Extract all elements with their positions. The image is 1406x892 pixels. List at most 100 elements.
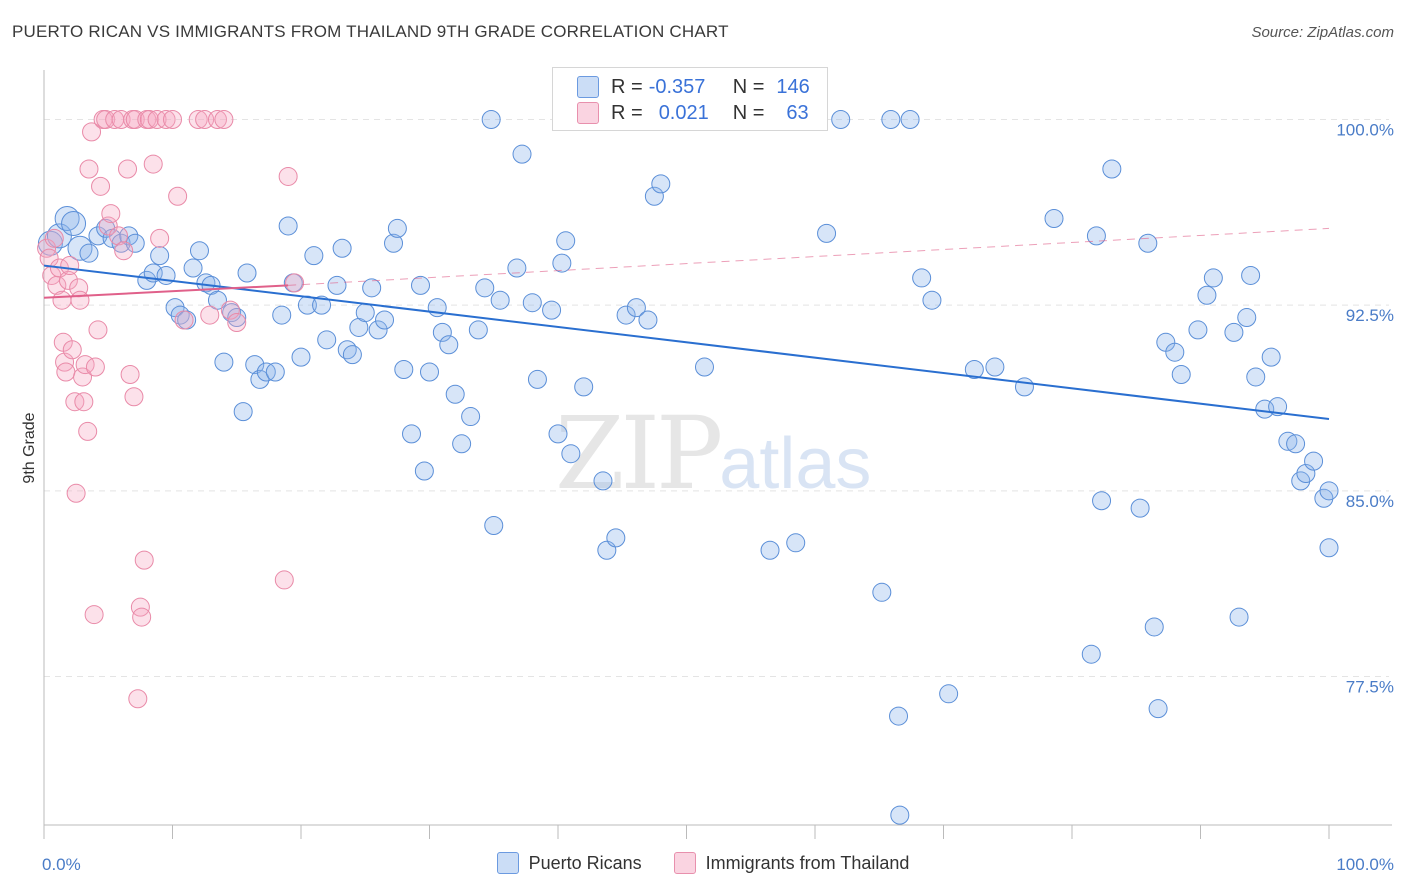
point-thailand bbox=[278, 166, 298, 186]
y-tick-label: 85.0% bbox=[1346, 492, 1394, 511]
point-thailand bbox=[58, 270, 78, 290]
point-thailand bbox=[79, 159, 99, 179]
point-thailand bbox=[150, 228, 170, 248]
point-puerto-rican bbox=[1246, 367, 1266, 387]
point-thailand bbox=[73, 367, 93, 387]
point-puerto-rican bbox=[475, 278, 495, 298]
point-puerto-rican bbox=[1319, 481, 1339, 501]
source-label: Source: ZipAtlas.com bbox=[1251, 24, 1394, 41]
point-puerto-rican bbox=[694, 357, 714, 377]
point-puerto-rican bbox=[889, 706, 909, 726]
y-tick-label: 92.5% bbox=[1346, 306, 1394, 325]
point-thailand bbox=[163, 110, 182, 130]
point-puerto-rican bbox=[561, 444, 581, 464]
point-puerto-rican bbox=[207, 290, 227, 310]
point-puerto-rican bbox=[522, 293, 542, 313]
point-thailand bbox=[56, 362, 76, 382]
point-puerto-rican bbox=[900, 110, 920, 130]
point-thailand bbox=[55, 352, 75, 372]
point-puerto-rican bbox=[1014, 377, 1034, 397]
point-puerto-rican bbox=[79, 243, 99, 263]
point-puerto-rican bbox=[411, 275, 431, 295]
point-puerto-rican bbox=[644, 186, 664, 206]
legend-label: Immigrants from Thailand bbox=[705, 852, 910, 873]
point-puerto-rican bbox=[233, 402, 253, 422]
point-puerto-rican bbox=[1261, 347, 1281, 367]
point-thailand bbox=[84, 605, 104, 625]
point-puerto-rican bbox=[1224, 322, 1244, 342]
point-puerto-rican bbox=[227, 308, 247, 328]
point-puerto-rican bbox=[542, 300, 562, 320]
point-puerto-rican bbox=[125, 233, 145, 253]
series-legend: Puerto Ricans Immigrants from Thailand bbox=[0, 852, 1406, 874]
y-tick-label: 77.5% bbox=[1346, 677, 1394, 696]
point-puerto-rican bbox=[574, 377, 594, 397]
watermark-zip: ZIP bbox=[555, 395, 723, 512]
point-puerto-rican bbox=[831, 110, 851, 130]
point-puerto-rican bbox=[368, 320, 388, 340]
point-puerto-rican bbox=[1092, 491, 1112, 511]
point-puerto-rican bbox=[111, 233, 131, 253]
point-puerto-rican bbox=[67, 235, 93, 261]
legend-swatch-pink bbox=[577, 102, 599, 124]
point-thailand bbox=[207, 110, 227, 130]
point-puerto-rican bbox=[481, 110, 501, 130]
point-thailand bbox=[168, 186, 188, 206]
point-puerto-rican bbox=[1102, 159, 1122, 179]
legend-n-value: 63 bbox=[786, 101, 809, 124]
y-axis-title: 9th Grade bbox=[21, 412, 38, 483]
point-thailand bbox=[118, 159, 138, 179]
legend-r-value: -0.357 bbox=[648, 75, 706, 98]
point-puerto-rican bbox=[1130, 498, 1150, 518]
point-puerto-rican bbox=[626, 298, 646, 318]
point-puerto-rican bbox=[214, 352, 234, 372]
point-thailand bbox=[91, 176, 111, 196]
point-thailand bbox=[111, 110, 131, 130]
point-puerto-rican bbox=[507, 258, 527, 278]
point-puerto-rican bbox=[265, 362, 285, 382]
point-puerto-rican bbox=[1296, 463, 1316, 483]
point-puerto-rican bbox=[552, 253, 572, 273]
point-puerto-rican bbox=[616, 305, 636, 325]
point-thailand bbox=[139, 110, 159, 130]
point-thailand bbox=[143, 154, 163, 174]
point-puerto-rican bbox=[432, 322, 452, 342]
point-puerto-rican bbox=[452, 434, 472, 454]
point-puerto-rican bbox=[387, 218, 407, 238]
legend-n-label: N = bbox=[732, 101, 765, 124]
point-thailand bbox=[125, 110, 145, 130]
point-puerto-rican bbox=[342, 345, 362, 365]
point-puerto-rican bbox=[890, 805, 910, 825]
point-puerto-rican bbox=[355, 303, 375, 323]
point-thailand bbox=[188, 110, 208, 130]
point-puerto-rican bbox=[1241, 265, 1261, 285]
point-puerto-rican bbox=[272, 305, 292, 325]
point-thailand bbox=[120, 364, 140, 384]
legend-r-label: R = bbox=[611, 101, 643, 124]
point-thailand bbox=[62, 340, 82, 360]
legend-item-thailand: Immigrants from Thailand bbox=[673, 852, 910, 874]
point-puerto-rican bbox=[964, 360, 984, 380]
point-thailand bbox=[85, 357, 105, 377]
point-puerto-rican bbox=[1144, 617, 1164, 637]
legend-swatch-blue bbox=[496, 852, 519, 874]
point-puerto-rican bbox=[150, 246, 170, 266]
point-puerto-rican bbox=[137, 270, 157, 290]
point-puerto-rican bbox=[1044, 209, 1064, 229]
point-puerto-rican bbox=[468, 320, 488, 340]
point-puerto-rican bbox=[402, 424, 422, 444]
point-puerto-rican bbox=[484, 515, 504, 535]
point-puerto-rican bbox=[1268, 397, 1288, 417]
legend-row-puerto-ricans: R = -0.357 N = 146 bbox=[577, 74, 810, 100]
point-puerto-rican bbox=[1197, 285, 1217, 305]
point-thailand bbox=[98, 216, 118, 236]
legend-row-thailand: R = 0.021 N = 63 bbox=[577, 100, 809, 126]
trend-line-thailand bbox=[43, 284, 289, 299]
point-puerto-rican bbox=[1081, 644, 1101, 664]
stats-legend: R = -0.357 N = 146 R = 0.021 N = 63 bbox=[552, 67, 828, 131]
point-puerto-rican bbox=[183, 258, 203, 278]
point-thailand bbox=[60, 256, 80, 276]
point-puerto-rican bbox=[1286, 434, 1306, 454]
point-puerto-rican bbox=[512, 144, 532, 164]
